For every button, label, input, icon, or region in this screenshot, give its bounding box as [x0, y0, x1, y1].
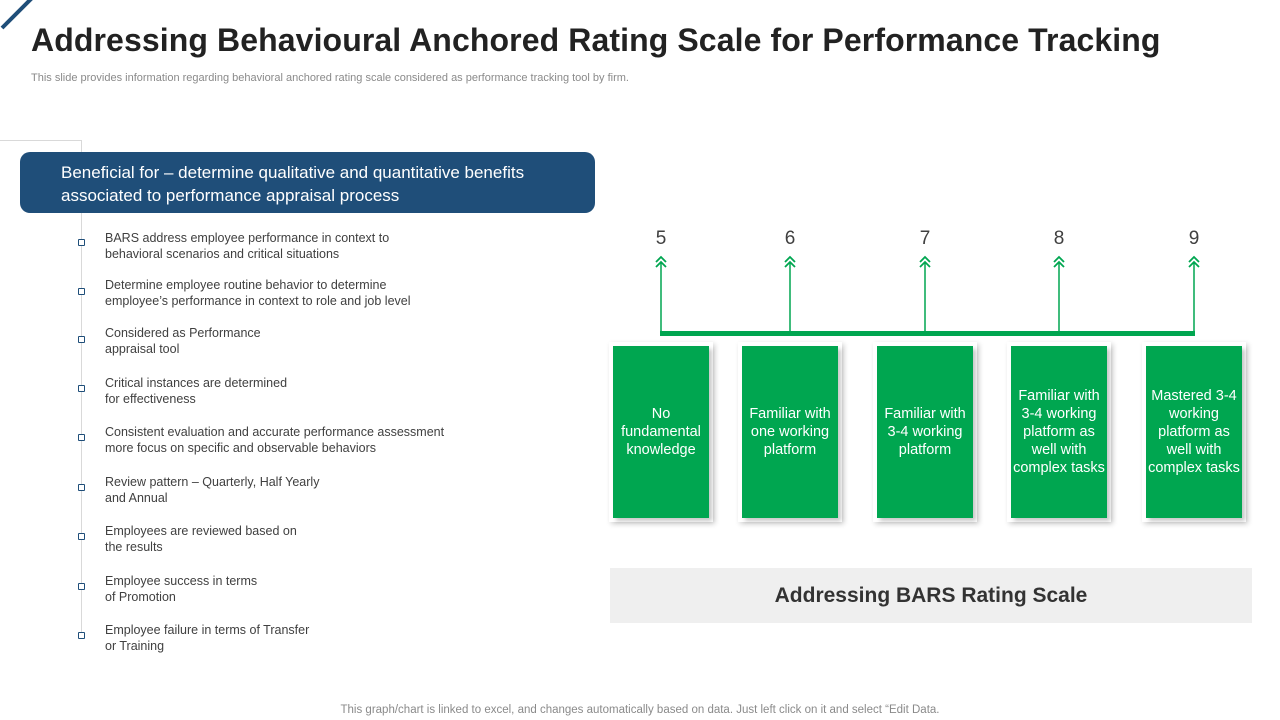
- rating-scale-label: Addressing BARS Rating Scale: [610, 568, 1252, 623]
- connector-9: [1188, 255, 1200, 333]
- rating-card-text: Mastered 3-4 working platform as well wi…: [1148, 388, 1240, 476]
- square-bullet-icon: [78, 336, 85, 343]
- corner-accent: [0, 0, 33, 30]
- square-bullet-icon: [78, 632, 85, 639]
- square-bullet-icon: [78, 385, 85, 392]
- rating-card-text: No fundamental knowledge: [621, 406, 701, 458]
- rating-score: 7: [919, 228, 931, 249]
- rating-score: 6: [784, 228, 796, 249]
- connector-8: [1053, 255, 1065, 333]
- square-bullet-icon: [78, 484, 85, 491]
- rating-card: Familiar with one working platform: [742, 346, 838, 518]
- rating-score: 5: [655, 228, 667, 249]
- rating-card: Mastered 3-4 working platform as well wi…: [1146, 346, 1242, 518]
- connector-6: [784, 255, 796, 333]
- connector-7: [919, 255, 931, 333]
- page-title: Addressing Behavioural Anchored Rating S…: [31, 22, 1161, 58]
- list-item-text: Consistent evaluation and accurate perfo…: [105, 425, 445, 455]
- top-divider: [0, 140, 81, 141]
- square-bullet-icon: [78, 583, 85, 590]
- rating-score: 9: [1188, 228, 1200, 249]
- page-subtitle: This slide provides information regardin…: [31, 72, 629, 84]
- benefit-banner-text: Beneficial for – determine qualitative a…: [61, 163, 525, 205]
- rating-scale-label-text: Addressing BARS Rating Scale: [774, 583, 1088, 607]
- rating-card-text: Familiar with 3-4 working platform: [884, 406, 966, 458]
- benefit-banner: Beneficial for – determine qualitative a…: [20, 152, 595, 213]
- footer-note: This graph/chart is linked to excel, and…: [340, 704, 940, 716]
- rating-score: 8: [1053, 228, 1065, 249]
- square-bullet-icon: [78, 288, 85, 295]
- list-item-text: Determine employee routine behavior to d…: [105, 278, 411, 308]
- rating-card-text: Familiar with 3-4 working platform as we…: [1013, 388, 1105, 476]
- list-item-text: Employee success in terms of Promotion: [105, 574, 258, 604]
- list-item-text: Employee failure in terms of Transfer or…: [105, 623, 310, 653]
- square-bullet-icon: [78, 434, 85, 441]
- list-item-text: BARS address employee performance in con…: [105, 231, 390, 261]
- list-item-text: Employees are reviewed based on the resu…: [105, 524, 297, 554]
- rating-card: No fundamental knowledge: [613, 346, 709, 518]
- square-bullet-icon: [78, 239, 85, 246]
- rating-card: Familiar with 3-4 working platform as we…: [1011, 346, 1107, 518]
- rating-card: Familiar with 3-4 working platform: [877, 346, 973, 518]
- rating-card-text: Familiar with one working platform: [749, 406, 831, 458]
- square-bullet-icon: [78, 533, 85, 540]
- scale-baseline: [660, 331, 1195, 336]
- list-item-text: Considered as Performance appraisal tool: [105, 326, 261, 356]
- list-item-text: Review pattern – Quarterly, Half Yearly …: [105, 475, 320, 505]
- connector-5: [655, 255, 667, 333]
- list-item-text: Critical instances are determined for ef…: [105, 376, 288, 406]
